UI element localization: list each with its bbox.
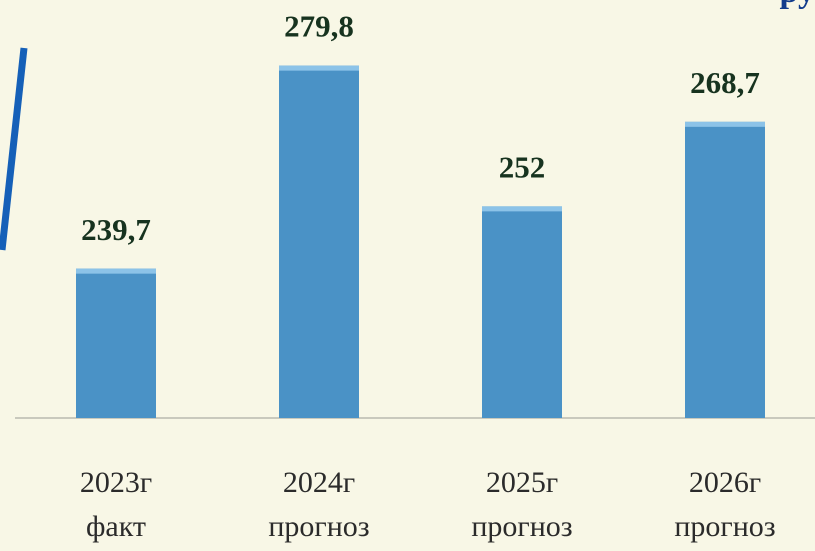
- x-tick-label: 2023г факт: [80, 466, 152, 543]
- chart-title: ру: [780, 0, 815, 10]
- value-label: 252: [499, 149, 546, 184]
- bar-highlight: [76, 268, 156, 274]
- bar: [685, 121, 765, 418]
- decor-line: [0, 47, 28, 251]
- bar-highlight: [279, 65, 359, 71]
- bar-highlight: [685, 121, 765, 127]
- bar: [279, 65, 359, 418]
- value-label: 268,7: [690, 65, 760, 100]
- bar: [482, 206, 562, 418]
- x-tick-label: 2025г прогноз: [471, 466, 572, 543]
- bar: [76, 268, 156, 418]
- value-label: 239,7: [81, 212, 151, 247]
- x-tick-label: 2024г прогноз: [268, 466, 369, 543]
- value-label: 279,8: [284, 9, 354, 44]
- x-tick-label: 2026г прогноз: [674, 466, 775, 543]
- bar-highlight: [482, 206, 562, 212]
